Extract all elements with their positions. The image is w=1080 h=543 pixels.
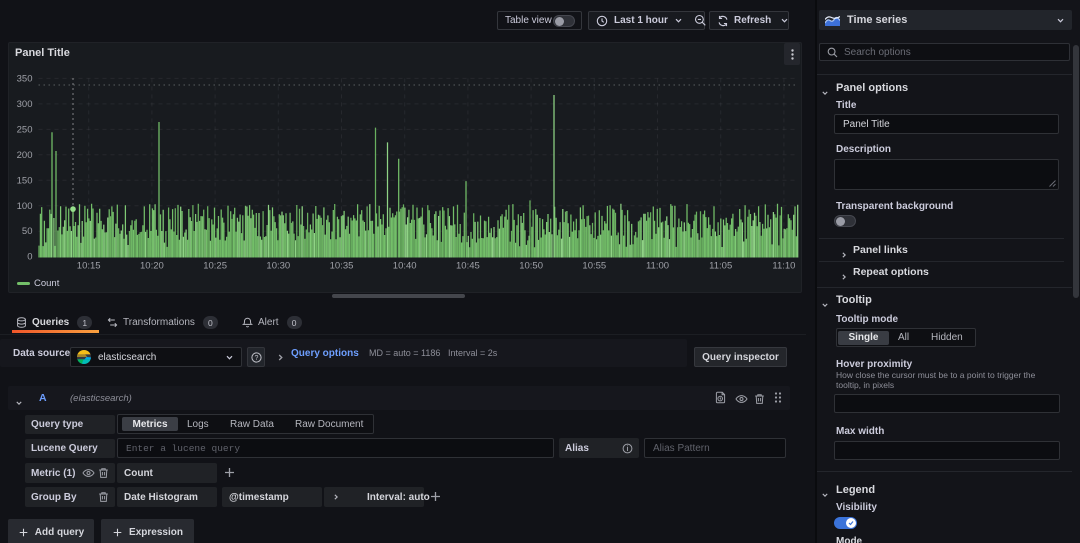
svg-text:10:25: 10:25 (203, 261, 227, 272)
svg-text:300: 300 (17, 99, 33, 110)
svg-text:10:15: 10:15 (77, 261, 101, 272)
svg-text:?: ? (254, 355, 258, 362)
svg-text:10:55: 10:55 (582, 261, 606, 272)
svg-text:10:40: 10:40 (393, 261, 417, 272)
svg-text:11:05: 11:05 (709, 261, 732, 272)
svg-text:i: i (627, 446, 629, 453)
svg-text:11:10: 11:10 (772, 261, 795, 272)
svg-text:10:30: 10:30 (266, 261, 290, 272)
svg-text:350: 350 (17, 73, 33, 84)
svg-text:50: 50 (22, 226, 33, 237)
svg-text:250: 250 (17, 124, 33, 135)
svg-text:10:35: 10:35 (330, 261, 354, 272)
svg-text:11:00: 11:00 (646, 261, 669, 272)
svg-text:10:20: 10:20 (140, 261, 164, 272)
svg-text:100: 100 (17, 201, 33, 212)
svg-text:200: 200 (17, 150, 33, 161)
svg-text:0: 0 (27, 252, 32, 263)
svg-text:10:50: 10:50 (519, 261, 543, 272)
svg-text:150: 150 (17, 175, 33, 186)
svg-text:10:45: 10:45 (456, 261, 480, 272)
